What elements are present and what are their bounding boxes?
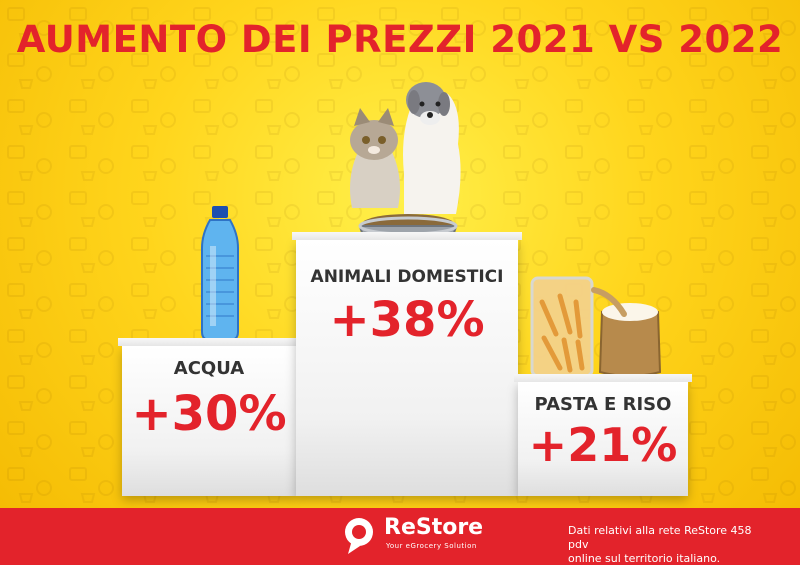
- restore-logo-icon: [345, 518, 373, 554]
- podium-right-label: PASTA E RISO: [534, 394, 672, 415]
- podium-right-value: +21%: [528, 418, 678, 472]
- podium-left-label: ACQUA: [173, 358, 245, 379]
- cat-dog-icon: [350, 82, 461, 254]
- podium-right: PASTA E RISO +21%: [514, 374, 692, 496]
- page-title: AUMENTO DEI PREZZI 2021 VS 2022: [16, 18, 784, 61]
- podium-left-value: +30%: [131, 386, 287, 442]
- brand-name: ReStore: [384, 515, 484, 540]
- brand-tagline: Your eGrocery Solution: [386, 542, 477, 550]
- podium-left: ACQUA +30%: [118, 338, 300, 496]
- pasta-rice-icon: [530, 276, 662, 378]
- footer-note-line1: Dati relativi alla rete ReStore 458 pdv: [568, 524, 752, 551]
- footer-note-line2: online sul territorio italiano.: [568, 552, 721, 565]
- podium-center-label: ANIMALI DOMESTICI: [310, 267, 504, 287]
- footer-bar: [0, 508, 800, 565]
- podium-center: ANIMALI DOMESTICI +38%: [292, 232, 522, 496]
- water-bottle-icon: [201, 206, 239, 340]
- podium-center-value: +38%: [329, 292, 485, 348]
- footer-note: Dati relativi alla rete ReStore 458 pdv …: [568, 524, 772, 565]
